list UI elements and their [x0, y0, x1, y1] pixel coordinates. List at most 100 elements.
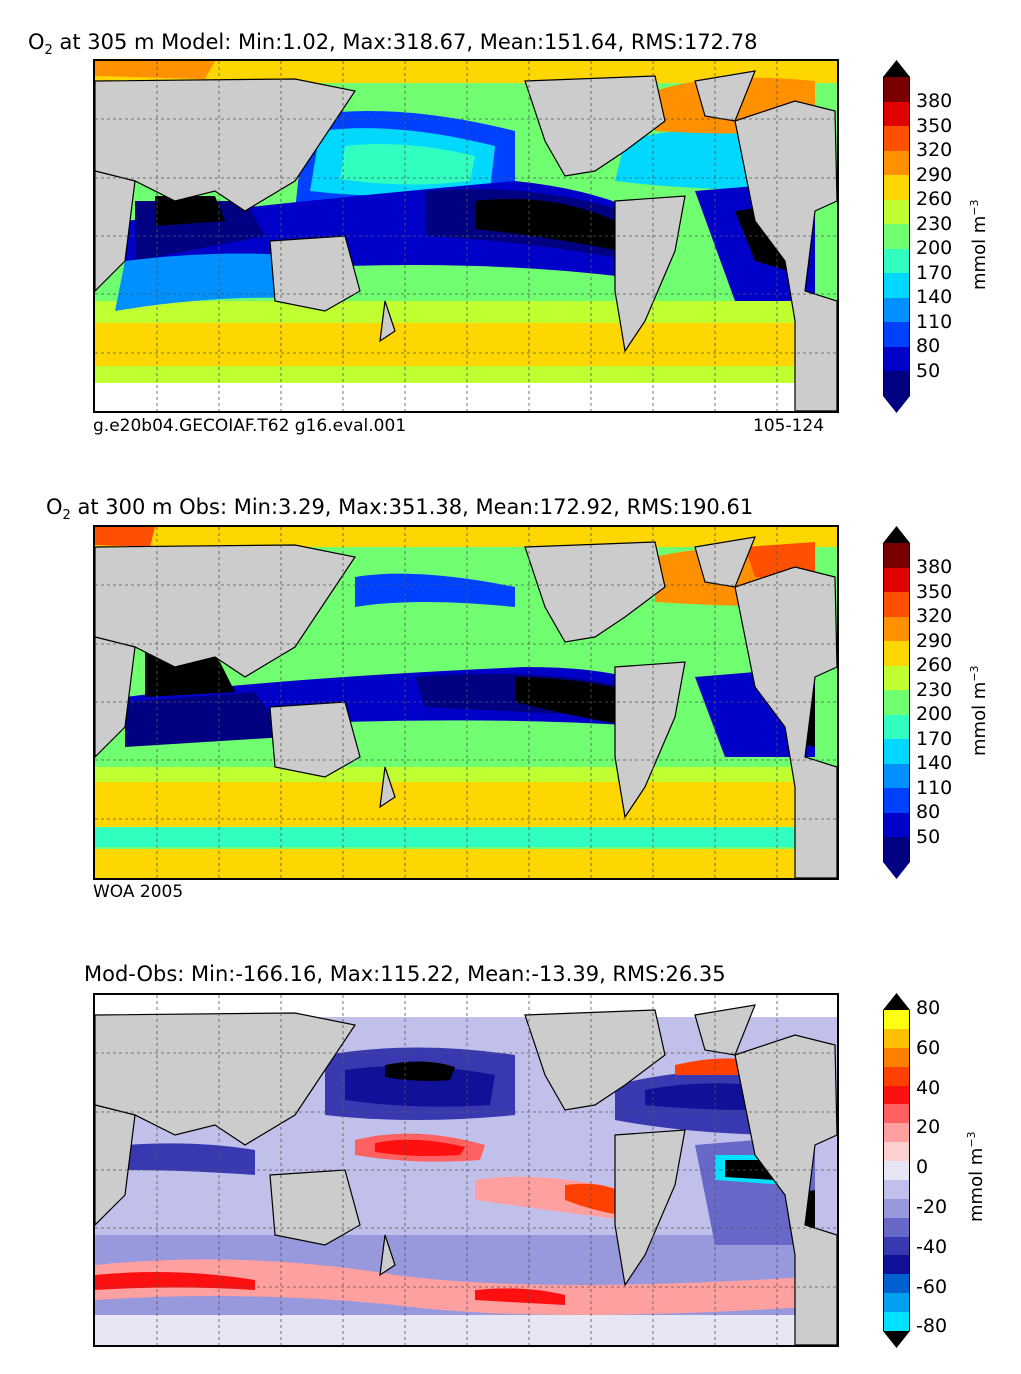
colorbar-segment [883, 101, 910, 127]
panel-2-title: O2 at 300 m Obs: Min:3.29, Max:351.38, M… [46, 495, 754, 524]
colorbar-model-unit: mmol m−3 [968, 199, 990, 290]
colorbar-segment [883, 1161, 910, 1181]
colorbar-segment [883, 1085, 910, 1105]
colorbar-segment [883, 199, 910, 225]
colorbar-tick-label: 0 [916, 1156, 929, 1179]
colorbar-tick-label: 110 [916, 310, 953, 333]
colorbar-segment [883, 150, 910, 176]
colorbar-difference [883, 993, 910, 1348]
colorbar-tick-label: 200 [916, 237, 953, 259]
colorbar-tick-label: -60 [916, 1275, 948, 1298]
colorbar-segment [883, 1293, 910, 1313]
model-o2-map [93, 59, 839, 413]
colorbar-model [883, 60, 910, 413]
colorbar-segment [883, 1198, 910, 1219]
colorbar-tick-label: 320 [916, 139, 953, 161]
colorbar-segment [883, 1312, 910, 1332]
colorbar-segment [883, 763, 910, 789]
colorbar-tick-label: 80 [916, 335, 941, 357]
colorbar-segment [883, 1255, 910, 1275]
colorbar-tick-label: 290 [916, 629, 953, 652]
colorbar-segment [883, 224, 910, 250]
obs-o2-map-graphic [95, 527, 837, 878]
colorbar-segment [883, 273, 910, 299]
mod-obs-difference-map [93, 993, 839, 1347]
colorbar-tick-label: 200 [916, 703, 953, 725]
colorbar-segment [883, 371, 910, 397]
obs-o2-map [93, 525, 839, 880]
colorbar-obs-segments [883, 543, 910, 863]
colorbar-segment [883, 1066, 910, 1087]
panel-1-caption-right: 105-124 [753, 416, 825, 436]
colorbar-tick-label: -20 [916, 1196, 948, 1218]
colorbar-segment [883, 1123, 910, 1143]
colorbar-segment [883, 690, 910, 716]
colorbar-difference-graphic [883, 993, 910, 1348]
colorbar-tick-label: 50 [916, 359, 941, 382]
colorbar-segment [883, 248, 910, 274]
colorbar-segment [883, 788, 910, 814]
colorbar-tick-label: 350 [916, 580, 953, 603]
colorbar-segment [883, 126, 910, 152]
colorbar-segment [883, 739, 910, 765]
colorbar-segment [883, 1179, 910, 1200]
colorbar-tick-label: 380 [916, 556, 953, 578]
colorbar-obs [883, 526, 910, 879]
colorbar-tick-label: 260 [916, 188, 953, 210]
colorbar-tick-label: 320 [916, 605, 953, 627]
panel-2-caption-left: WOA 2005 [93, 882, 184, 902]
colorbar-segment [883, 297, 910, 323]
colorbar-segment [883, 175, 910, 201]
colorbar-segment [883, 641, 910, 667]
colorbar-obs-graphic [883, 526, 910, 879]
colorbar-tick-label: 380 [916, 90, 953, 112]
model-o2-map-graphic [95, 61, 837, 411]
colorbar-segment [883, 812, 910, 838]
colorbar-segment [883, 1047, 910, 1068]
mod-obs-difference-map-graphic [95, 995, 837, 1345]
colorbar-tick-label: 230 [916, 678, 953, 701]
colorbar-model-graphic [883, 60, 910, 413]
colorbar-tick-label: 60 [916, 1036, 941, 1059]
colorbar-segment [883, 322, 910, 348]
colorbar-segment [883, 346, 910, 372]
colorbar-tick-label: 20 [916, 1116, 941, 1139]
colorbar-tick-label: 170 [916, 727, 953, 750]
colorbar-model-segments [883, 77, 910, 397]
colorbar-difference-segments [883, 1010, 910, 1332]
colorbar-tick-label: 140 [916, 752, 953, 774]
colorbar-difference-unit: mmol m−3 [965, 1131, 987, 1222]
panel-1-caption-left: g.e20b04.GECOIAF.T62 g16.eval.001 [93, 416, 407, 436]
colorbar-tick-label: 140 [916, 286, 953, 308]
colorbar-segment [883, 665, 910, 691]
colorbar-obs-unit: mmol m−3 [968, 665, 990, 756]
colorbar-segment [883, 1028, 910, 1049]
colorbar-segment [883, 543, 910, 569]
colorbar-tick-label: 80 [916, 801, 941, 823]
colorbar-segment [883, 1104, 910, 1124]
colorbar-tick-label: 260 [916, 654, 953, 676]
colorbar-segment [883, 77, 910, 103]
colorbar-segment [883, 592, 910, 618]
colorbar-tick-label: 230 [916, 212, 953, 235]
colorbar-segment [883, 1010, 910, 1030]
colorbar-segment [883, 616, 910, 642]
colorbar-tick-label: 290 [916, 163, 953, 186]
colorbar-segment [883, 567, 910, 593]
colorbar-segment [883, 1236, 910, 1256]
colorbar-tick-label: 50 [916, 825, 941, 848]
colorbar-tick-label: 80 [916, 997, 941, 1019]
colorbar-tick-label: -40 [916, 1235, 948, 1258]
colorbar-segment [883, 1274, 910, 1294]
colorbar-tick-label: 170 [916, 261, 953, 284]
colorbar-tick-label: -80 [916, 1315, 948, 1338]
colorbar-segment [883, 1142, 910, 1162]
colorbar-tick-label: 40 [916, 1076, 941, 1099]
colorbar-segment [883, 837, 910, 863]
colorbar-tick-label: 110 [916, 776, 953, 799]
panel-3-title: Mod-Obs: Min:-166.16, Max:115.22, Mean:-… [84, 962, 726, 986]
colorbar-segment [883, 1217, 910, 1238]
colorbar-tick-label: 350 [916, 114, 953, 137]
panel-1-title: O2 at 305 m Model: Min:1.02, Max:318.67,… [28, 30, 758, 59]
colorbar-segment [883, 714, 910, 740]
